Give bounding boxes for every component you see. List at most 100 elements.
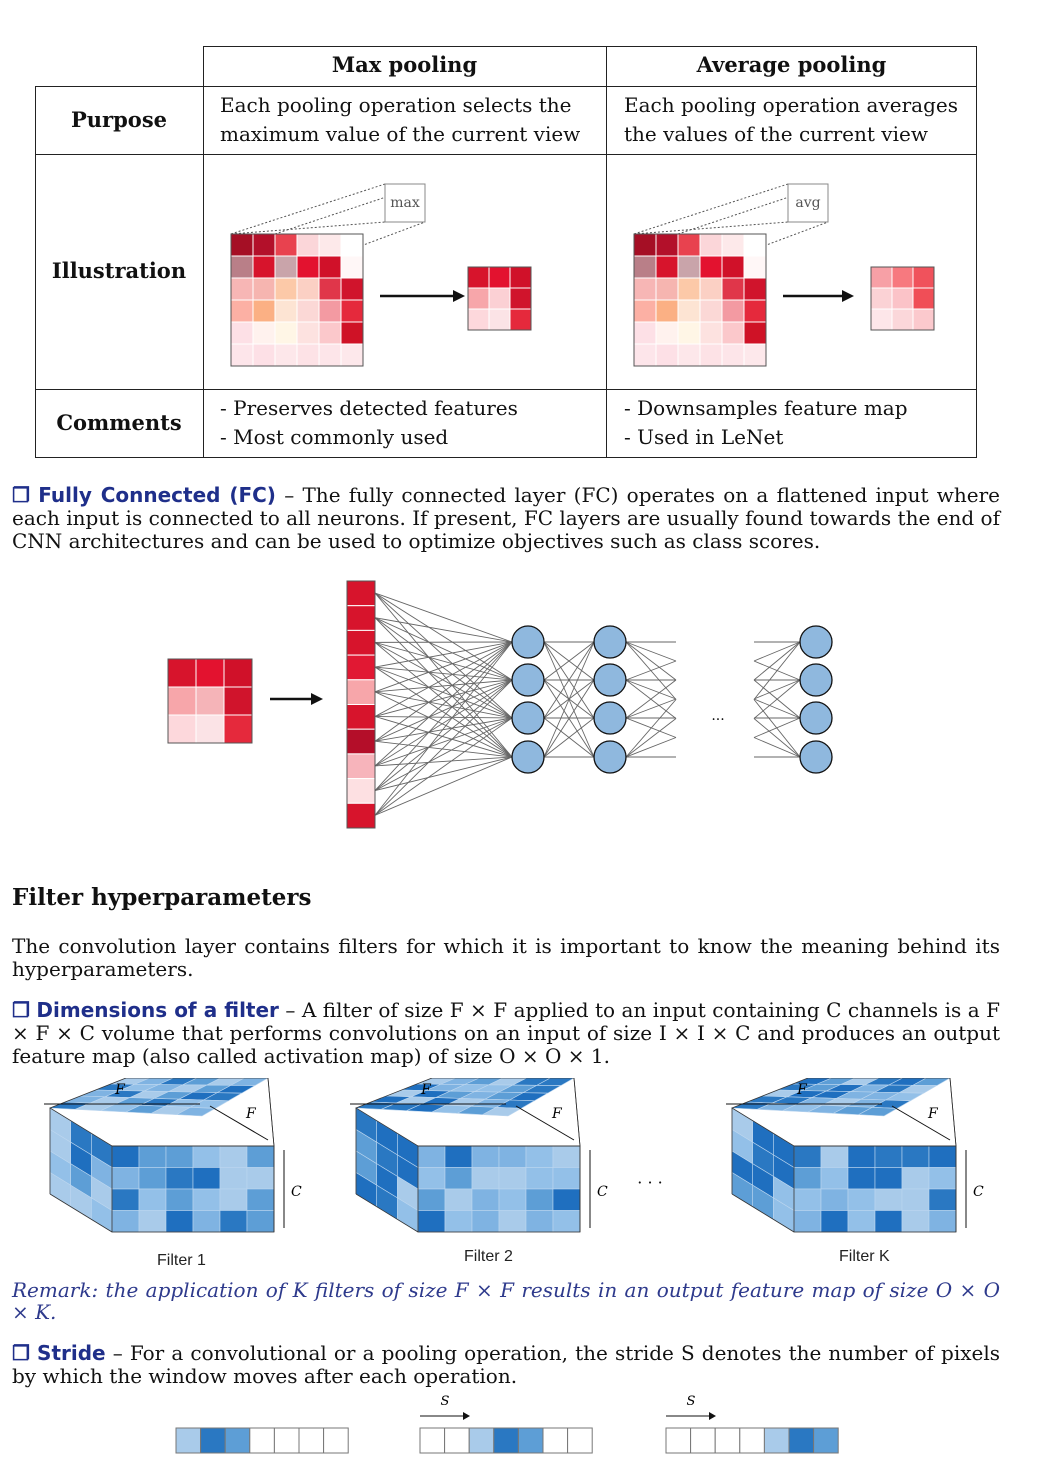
filter-front-cell: [165, 1210, 194, 1233]
fc-connection: [374, 641, 513, 693]
section-heading: Filter hyperparameters: [12, 884, 312, 911]
fc-connection: [753, 641, 801, 662]
fc-vector-cell: [346, 704, 376, 730]
input-grid-cell: [699, 277, 723, 301]
fc-connection: [374, 666, 513, 719]
input-grid-cell: [318, 233, 342, 257]
fc-connection: [374, 592, 513, 681]
fc-connection: [625, 699, 677, 758]
input-grid-cell: [340, 299, 364, 323]
fc-input-cell: [195, 686, 225, 716]
input-grid-cell: [318, 343, 342, 367]
fc-connection: [753, 718, 801, 758]
fc-connection: [753, 679, 801, 700]
stride-cell: [493, 1427, 519, 1454]
output-grid-cell: [488, 308, 511, 331]
header-max-pooling: Max pooling: [331, 52, 478, 77]
filter-front-cell: [498, 1188, 527, 1211]
stride-label: S: [441, 1394, 450, 1409]
fc-vector-cell: [346, 778, 376, 804]
stride-arrow: [463, 1412, 470, 1420]
fc-vector-cell: [346, 580, 376, 607]
purpose-max: Each pooling operation selects the maxim…: [220, 93, 581, 146]
filter-front-cell: [498, 1210, 527, 1233]
filter-front-cell: [165, 1145, 194, 1168]
input-grid-cell: [721, 299, 745, 323]
fc-connection: [374, 641, 513, 742]
fc-vector-cell: [346, 629, 376, 656]
input-grid-cell: [655, 277, 679, 301]
row-label-purpose: Purpose: [71, 107, 167, 132]
input-grid-cell: [318, 255, 342, 279]
stride-cell: [813, 1427, 839, 1454]
input-grid-cell: [677, 299, 701, 323]
filter-front-cell: [444, 1145, 473, 1168]
filter-label-f: F: [796, 1082, 808, 1098]
input-grid-cell: [743, 299, 767, 323]
input-grid-cell: [340, 255, 364, 279]
input-grid-cell: [677, 343, 701, 367]
filter-front-cell: [847, 1167, 876, 1190]
filter-outline: [49, 1193, 113, 1233]
input-grid-cell: [699, 233, 723, 257]
avg-pooling-illustration: avg: [633, 183, 935, 367]
stride-cell: [517, 1427, 544, 1454]
input-grid-cell: [721, 233, 745, 257]
input-grid-cell: [699, 343, 723, 367]
filter-front-cell: [525, 1188, 554, 1211]
fc-neuron: [799, 740, 833, 774]
stride-cell: [444, 1427, 470, 1454]
filter-front-cell: [417, 1210, 446, 1233]
output-grid-cell: [467, 308, 490, 331]
header-average-pooling: Average pooling: [696, 52, 887, 77]
input-grid-cell: [274, 343, 298, 367]
filter-front-cell: [552, 1145, 581, 1168]
filter-front-cell: [246, 1145, 275, 1168]
fc-vector-cell: [346, 753, 376, 780]
fc-connection: [374, 592, 513, 719]
row-label-comments: Comments: [56, 410, 182, 435]
filter-front-cell: [820, 1167, 849, 1190]
fc-vector-cell: [346, 654, 376, 681]
fc-connection: [374, 691, 513, 719]
input-grid-cell: [296, 299, 320, 323]
input-grid-cell: [230, 343, 254, 367]
filter-front-cell: [498, 1167, 527, 1190]
fc-connection: [625, 641, 677, 662]
input-grid-cell: [721, 255, 745, 279]
fc-connection: [625, 641, 677, 681]
input-grid-cell: [252, 255, 276, 279]
fc-connection: [625, 737, 677, 758]
filter-front-cell: [552, 1210, 581, 1233]
fc-connection: [374, 679, 513, 693]
input-grid-cell: [274, 321, 298, 345]
fc-connection: [543, 641, 595, 758]
stride-cell: [298, 1427, 325, 1454]
input-grid-cell: [633, 233, 657, 257]
dimensions-marker: ❐: [12, 998, 30, 1022]
fc-neuron: [593, 663, 627, 697]
fc-connection: [374, 617, 513, 643]
filter-label-c: C: [291, 1184, 302, 1200]
filter-front-cell: [165, 1167, 194, 1190]
fc-input-cell: [167, 686, 197, 716]
fc-marker: ❐: [12, 483, 30, 507]
fc-connection: [374, 679, 513, 791]
filter-front-cell: [820, 1145, 849, 1168]
fc-input-cell: [195, 658, 225, 688]
fc-input-cell: [195, 714, 225, 744]
fc-neuron: [511, 663, 545, 697]
fc-input-cell-border: [167, 658, 253, 744]
fc-connection: [374, 641, 513, 791]
filter-front-cell: [444, 1167, 473, 1190]
filter-caption-1: Filter 1: [157, 1252, 206, 1269]
stride-text: – For a convolutional or a pooling opera…: [12, 1341, 1000, 1388]
fc-connection: [543, 641, 595, 681]
input-grid-cell: [230, 299, 254, 323]
fc-connection: [753, 641, 801, 700]
stride-cell: [788, 1427, 815, 1454]
fc-connection: [753, 641, 801, 681]
dimensions-title: Dimensions of a filter: [36, 998, 279, 1022]
input-grid-cell: [340, 277, 364, 301]
input-grid-cell: [699, 255, 723, 279]
